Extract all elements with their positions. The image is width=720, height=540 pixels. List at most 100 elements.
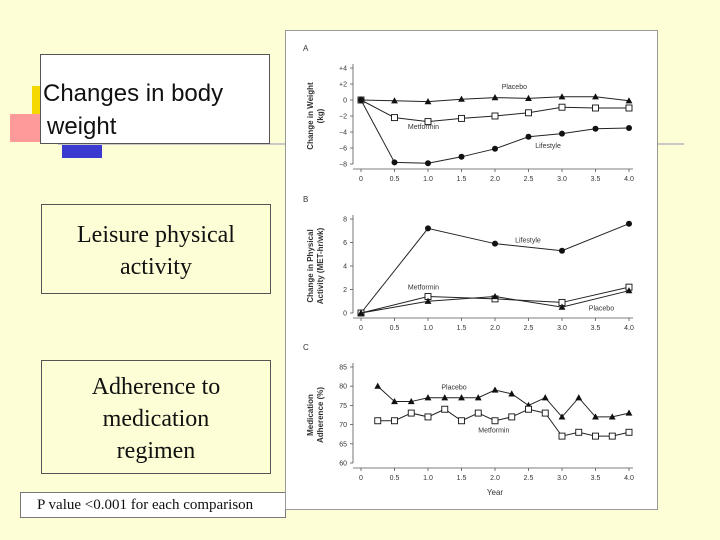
y-axis-label: Adherence (%) xyxy=(316,387,325,443)
data-point-triangle xyxy=(374,382,382,389)
data-point-circle xyxy=(425,160,431,167)
data-point-triangle xyxy=(441,394,449,401)
data-point-square xyxy=(592,104,599,112)
data-point-triangle xyxy=(608,413,616,420)
adherence-label-line-2: medication xyxy=(102,406,210,432)
data-point-square xyxy=(424,118,432,126)
series-line xyxy=(377,385,630,418)
panel-letter: C xyxy=(303,343,309,352)
y-tick-label: −8 xyxy=(339,162,347,169)
y-tick-label: 70 xyxy=(339,422,347,429)
series-placebo: Placebo xyxy=(357,84,633,105)
x-tick-label: 1.0 xyxy=(423,325,433,332)
data-point-square xyxy=(575,428,583,436)
data-point-triangle xyxy=(458,95,465,102)
data-point-triangle xyxy=(391,97,398,104)
data-point-triangle xyxy=(424,98,432,105)
y-tick-label: 80 xyxy=(339,384,347,391)
data-point-square xyxy=(592,432,599,440)
data-point-triangle xyxy=(407,397,415,405)
panel-letter: A xyxy=(303,44,309,53)
data-point-triangle xyxy=(474,394,482,401)
data-point-triangle xyxy=(625,409,633,416)
y-axis-label: Medication xyxy=(306,394,315,436)
data-point-triangle xyxy=(424,394,432,401)
data-point-square xyxy=(508,413,516,421)
x-tick-label: 2.0 xyxy=(490,475,500,482)
data-point-circle xyxy=(391,159,398,166)
data-point-square xyxy=(374,417,382,425)
weight-label-box: Changes in body weight xyxy=(40,54,270,144)
x-tick-label: 1.0 xyxy=(423,176,433,183)
x-tick-label: 0.5 xyxy=(390,475,400,482)
data-point-triangle xyxy=(424,297,432,304)
x-tick-label: 2.0 xyxy=(490,176,500,183)
y-tick-label: +2 xyxy=(339,82,347,89)
series-lifestyle: Lifestyle xyxy=(358,97,632,167)
x-tick-label: 2.0 xyxy=(490,325,500,332)
y-axis-label: Change in Weight xyxy=(306,82,315,150)
data-point-square xyxy=(391,114,398,122)
x-tick-label: 4.0 xyxy=(624,475,634,482)
series-metformin: Metformin xyxy=(374,405,633,440)
data-point-triangle xyxy=(625,97,633,104)
y-tick-label: 60 xyxy=(339,461,347,468)
y-tick-label: 6 xyxy=(343,240,347,247)
x-tick-label: 2.5 xyxy=(524,475,534,482)
x-tick-label: 1.5 xyxy=(457,176,467,183)
data-point-triangle xyxy=(558,303,566,310)
chart-panel: A +4 +2 0 −2 −4 −6 −8 0 0.5 1.0 1.5 2.0 2.5 3.0 3.5 4.0 C… xyxy=(285,30,658,510)
x-tick-label: 0.5 xyxy=(390,325,400,332)
y-tick-label: 0 xyxy=(343,311,347,318)
data-point-square xyxy=(474,409,482,417)
y-axis-label: (kg) xyxy=(316,108,325,123)
data-point-triangle xyxy=(491,94,499,101)
series-label: Placebo xyxy=(589,306,614,313)
y-axis-label: Activity (MET-hr/wk) xyxy=(316,227,325,304)
data-point-triangle xyxy=(357,309,365,316)
data-point-triangle xyxy=(391,397,398,405)
data-point-circle xyxy=(492,240,498,247)
data-point-circle xyxy=(592,125,599,132)
activity-label-line-1: Leisure physical xyxy=(77,222,235,248)
data-point-square xyxy=(458,417,465,425)
panel-C: C 85 80 75 70 65 60 0 0.5 1.0 1.5 2.0 2.5 3.0 3.5 4.0 Me… xyxy=(303,343,634,497)
data-point-circle xyxy=(425,225,431,232)
data-point-square xyxy=(558,103,566,111)
x-tick-label: 3.0 xyxy=(557,475,567,482)
data-point-square xyxy=(541,409,549,417)
activity-label-box: Leisure physical activity xyxy=(41,204,271,294)
panel-A: A +4 +2 0 −2 −4 −6 −8 0 0.5 1.0 1.5 2.0 2.5 3.0 3.5 4.0 C… xyxy=(303,44,634,183)
x-tick-label: 4.0 xyxy=(624,325,634,332)
y-tick-label: 8 xyxy=(343,217,347,224)
x-tick-label: 0 xyxy=(359,475,363,482)
panel-letter: B xyxy=(303,195,308,204)
y-tick-label: 85 xyxy=(339,365,347,372)
x-tick-label: 0 xyxy=(359,176,363,183)
y-tick-label: −6 xyxy=(339,146,347,153)
data-point-square xyxy=(625,428,633,436)
x-tick-label: 2.5 xyxy=(524,325,534,332)
data-point-square xyxy=(491,112,499,120)
data-point-triangle xyxy=(491,292,499,300)
y-tick-label: 2 xyxy=(343,287,347,294)
x-axis-label: Year xyxy=(487,488,504,497)
data-point-square xyxy=(458,114,465,122)
data-point-triangle xyxy=(558,93,566,100)
data-point-triangle xyxy=(458,394,465,401)
data-point-circle xyxy=(626,220,632,227)
x-tick-label: 0 xyxy=(359,325,363,332)
x-tick-label: 3.0 xyxy=(557,176,567,183)
series-label: Metformin xyxy=(408,124,439,131)
x-tick-label: 1.5 xyxy=(457,325,467,332)
data-point-square xyxy=(525,405,532,413)
y-tick-label: 4 xyxy=(343,264,347,271)
data-point-circle xyxy=(358,97,364,103)
y-tick-label: +4 xyxy=(339,66,347,73)
data-point-circle xyxy=(559,247,565,254)
x-tick-label: 4.0 xyxy=(624,176,634,183)
weight-label-line-1: Changes in body xyxy=(43,80,224,107)
adherence-label-line-1: Adherence to xyxy=(91,374,221,400)
y-tick-label: −2 xyxy=(339,114,347,121)
y-tick-label: 65 xyxy=(339,441,347,448)
